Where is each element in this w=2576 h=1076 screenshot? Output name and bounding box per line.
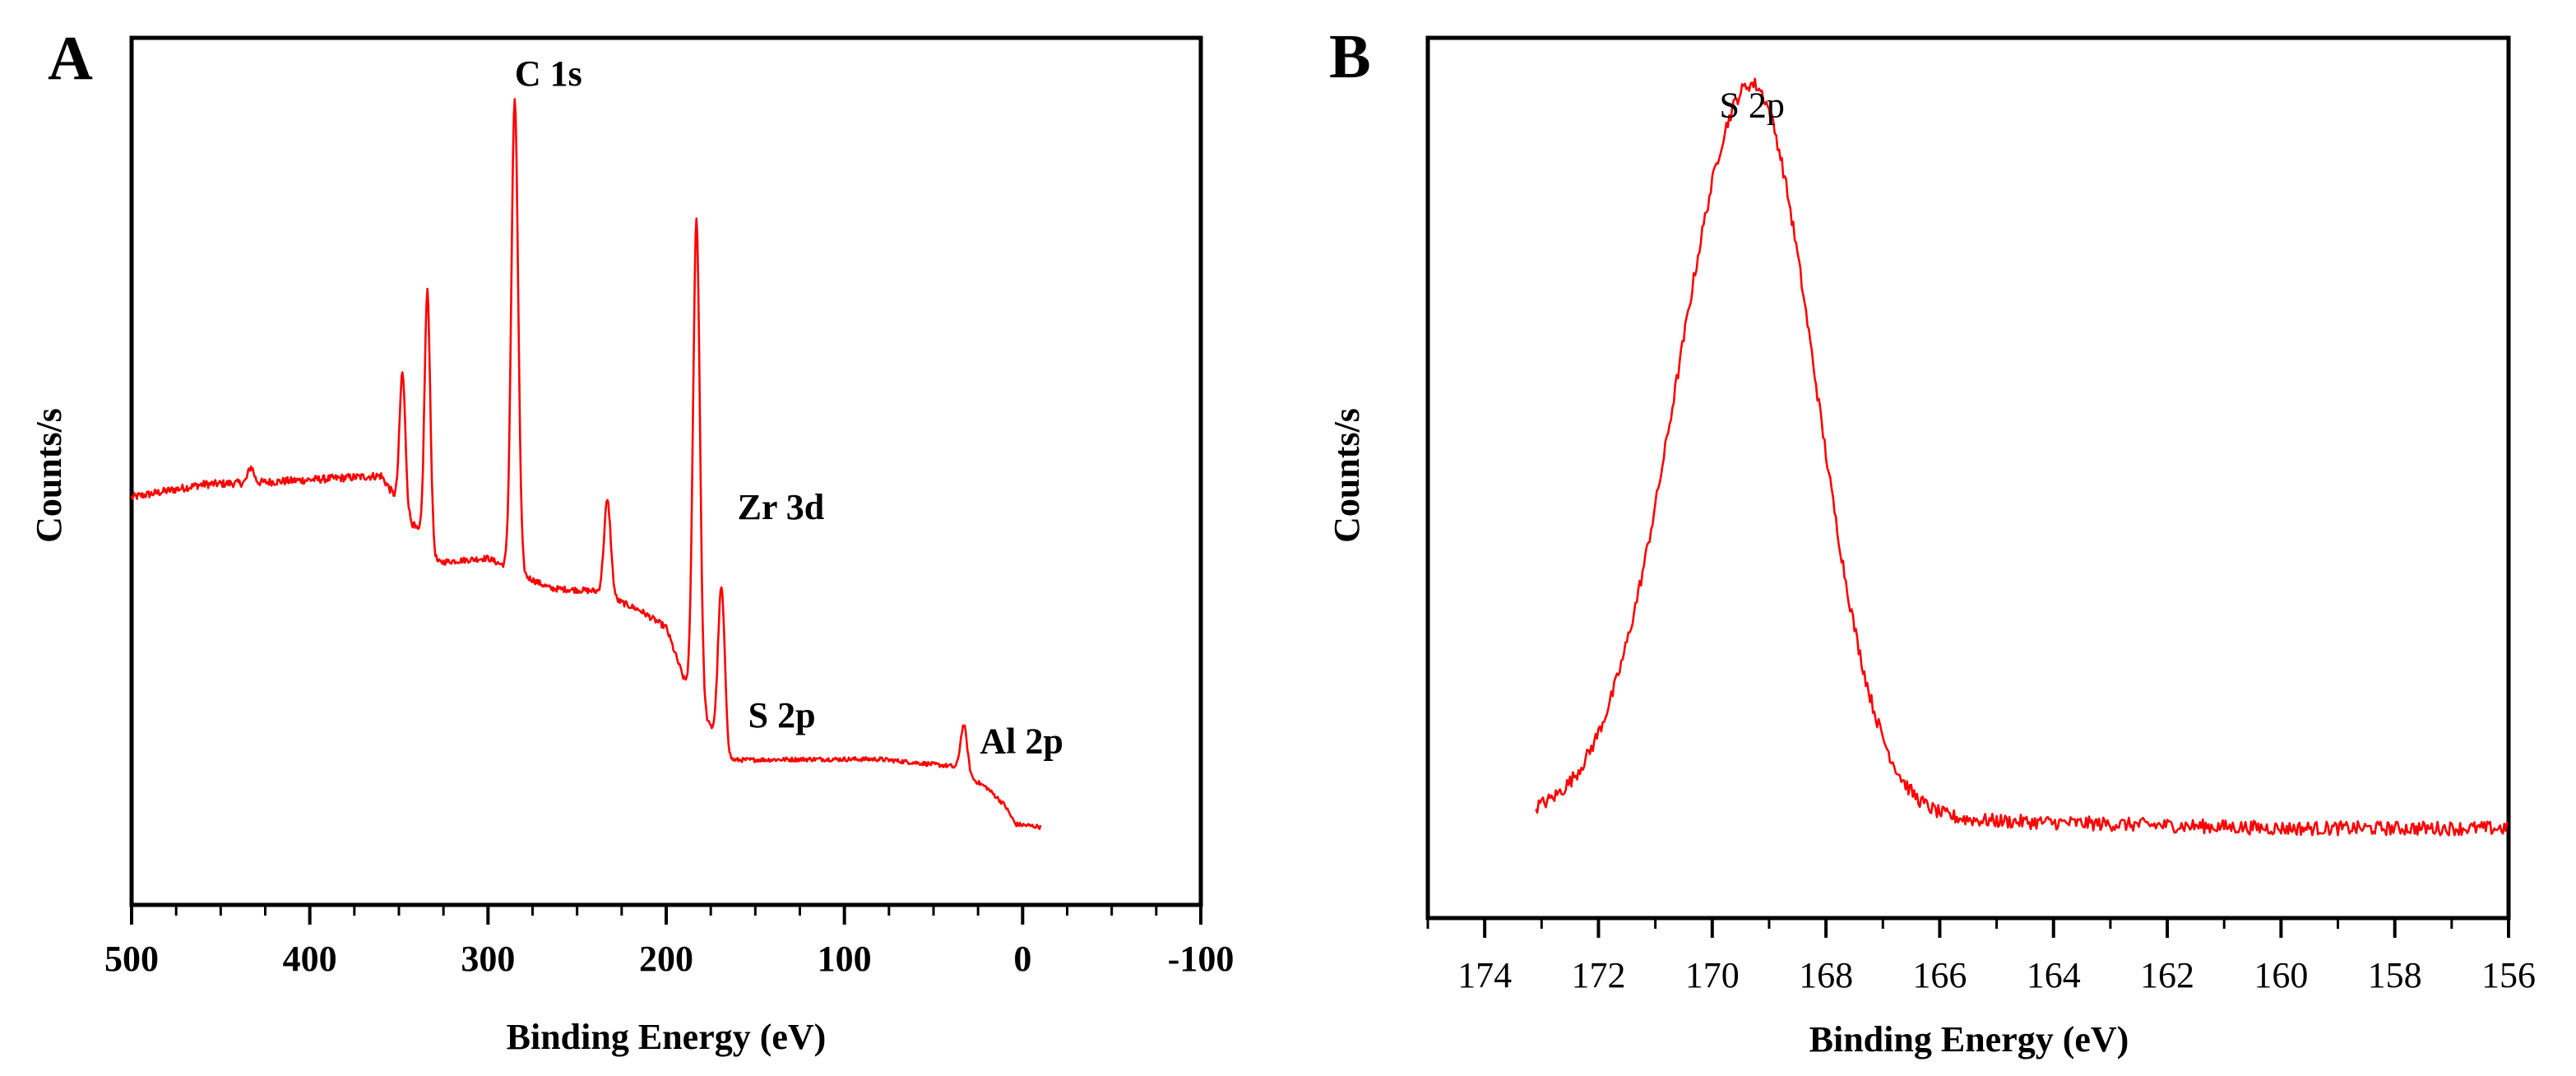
x-tick-label: 156 bbox=[2481, 955, 2536, 995]
panel-b-x-axis-label: Binding Energy (eV) bbox=[1809, 1019, 2129, 1060]
peak-annotation: Zr 3d bbox=[738, 487, 825, 527]
x-tick-label: 162 bbox=[2140, 955, 2194, 995]
x-tick-label: 168 bbox=[1799, 955, 1853, 995]
panel-a-y-axis-label: Counts/s bbox=[29, 408, 69, 543]
panel-b-letter: B bbox=[1329, 22, 1371, 91]
x-tick-label: 172 bbox=[1571, 955, 1625, 995]
panel-a-x-tick-labels: 500 400 300 200 100 0 -100 bbox=[104, 939, 1234, 979]
x-tick-label: 100 bbox=[818, 939, 872, 979]
panel-a: A 500 400 300 200 100 0 -100 C 1s Zr 3d S 2p Al 2… bbox=[29, 24, 1234, 1057]
x-tick-label: -100 bbox=[1168, 939, 1235, 979]
x-tick-label: 174 bbox=[1457, 955, 1512, 995]
panel-b-x-ticks bbox=[1426, 918, 2510, 938]
peak-annotation: S 2p bbox=[1719, 85, 1784, 125]
peak-annotation: S 2p bbox=[748, 695, 816, 735]
peak-annotation: C 1s bbox=[515, 53, 582, 94]
panel-b-y-axis-label: Counts/s bbox=[1327, 408, 1367, 543]
panel-b-annotations: S 2p bbox=[1719, 85, 1784, 125]
panel-b-series-line bbox=[1535, 77, 2509, 837]
x-tick-label: 0 bbox=[1013, 939, 1031, 979]
peak-annotation: Al 2p bbox=[980, 721, 1063, 762]
x-tick-label: 300 bbox=[461, 939, 515, 979]
panel-a-annotations: C 1s Zr 3d S 2p Al 2p bbox=[515, 53, 1063, 762]
x-tick-label: 200 bbox=[639, 939, 693, 979]
panel-a-letter: A bbox=[48, 24, 93, 93]
panel-a-x-axis-label: Binding Energy (eV) bbox=[507, 1017, 827, 1057]
panel-b-frame bbox=[1425, 35, 2511, 921]
x-tick-label: 170 bbox=[1685, 955, 1740, 995]
x-tick-label: 166 bbox=[1912, 955, 1967, 995]
x-tick-label: 164 bbox=[2027, 955, 2081, 995]
x-tick-label: 400 bbox=[283, 939, 337, 979]
panel-a-frame bbox=[129, 35, 1203, 907]
x-tick-label: 158 bbox=[2368, 955, 2422, 995]
panel-a-x-ticks bbox=[130, 905, 1202, 925]
panel-a-series-line bbox=[130, 98, 1042, 830]
x-tick-label: 500 bbox=[104, 939, 159, 979]
panel-b-x-tick-labels: 174 172 170 168 166 164 162 160 158 156 bbox=[1457, 955, 2536, 995]
panel-b: B 174 172 170 168 166 164 162 160 158 156 S 2p Bi… bbox=[1327, 22, 2536, 1060]
x-tick-label: 160 bbox=[2254, 955, 2308, 995]
